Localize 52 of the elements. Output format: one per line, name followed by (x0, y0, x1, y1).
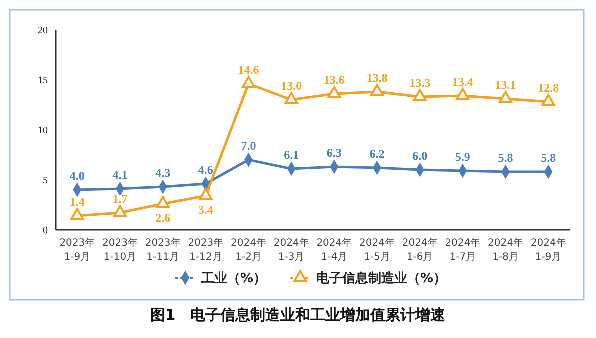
x-tick-label: 2024年 1-3月 (274, 237, 310, 263)
data-label: 13.0 (281, 79, 302, 93)
data-label: 14.6 (238, 63, 260, 77)
data-label: 5.9 (455, 150, 470, 164)
data-label: 3.4 (198, 203, 214, 217)
point (498, 91, 513, 104)
point (413, 89, 427, 102)
data-label: 4.1 (112, 168, 128, 182)
y-tick-label: 20 (38, 26, 48, 36)
y-tick-label: 15 (38, 76, 48, 86)
data-label: 12.8 (538, 81, 560, 95)
point (370, 84, 384, 96)
point (328, 86, 342, 98)
data-label: 13.1 (495, 78, 516, 92)
x-tick-label: 2024年 1-9月 (530, 237, 566, 263)
y-tick-label: 5 (43, 176, 48, 186)
x-tick-label: 2023年 1-12月 (188, 237, 224, 263)
data-label: 13.4 (452, 75, 474, 89)
data-label: 13.6 (324, 73, 345, 87)
x-tick-label: 2024年 1-5月 (360, 237, 395, 263)
x-tick-label: 2023年 1-10月 (102, 237, 138, 263)
data-label: 4.3 (156, 166, 171, 180)
data-label: 6.0 (412, 149, 428, 163)
x-tick-label: 2023年 1-9月 (60, 237, 96, 263)
data-label: 6.1 (284, 148, 300, 162)
data-label: 6.3 (326, 146, 342, 160)
x-tick-label: 2024年 1-6月 (402, 237, 438, 263)
data-label: 1.7 (112, 192, 128, 206)
x-tick-label: 2024年 1-4月 (316, 237, 352, 263)
data-label: 2.6 (156, 211, 171, 225)
data-label: 7.0 (241, 139, 256, 153)
point (242, 76, 256, 88)
legend-label: 工业（%） (200, 272, 267, 287)
data-label: 4.6 (198, 163, 214, 177)
data-label: 4.0 (70, 169, 85, 183)
x-tick-label: 2024年 1-2月 (231, 237, 266, 263)
x-tick-label: 2023年 1-11月 (145, 237, 181, 263)
y-tick-label: 0 (43, 226, 48, 236)
point (284, 92, 298, 104)
legend-label: 电子信息制造业（%） (316, 270, 447, 287)
data-label: 13.3 (410, 76, 431, 90)
data-label: 1.4 (70, 195, 85, 209)
data-label: 5.8 (541, 151, 556, 165)
x-tick-label: 2024年 1-8月 (488, 237, 524, 263)
text: 图1 电子信息制造业和工业增加值累计增速 (150, 306, 447, 324)
point (456, 88, 470, 100)
data-label: 13.8 (366, 71, 388, 85)
point (542, 94, 556, 106)
data-label: 6.2 (370, 147, 385, 161)
y-tick-label: 10 (38, 126, 48, 136)
x-tick-label: 2024年 1-7月 (445, 237, 481, 263)
data-label: 5.8 (498, 151, 514, 165)
